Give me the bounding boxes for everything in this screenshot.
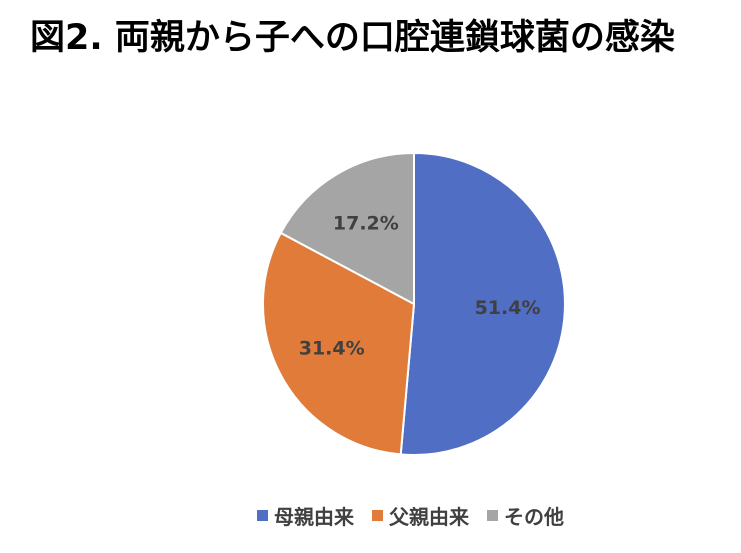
pie-slice-other [279, 151, 415, 306]
data-label-father: 31.4% [299, 338, 365, 360]
chart-title: 図2. 両親から子への口腔連鎖球菌の感染 [30, 18, 675, 58]
legend-label-father: 父親由来 [389, 504, 469, 529]
legend-label-other: その他 [504, 504, 564, 529]
legend-item-mother: 母親由来 [257, 501, 354, 530]
pie-data-labels: 51.4% 31.4% 17.2% [299, 213, 541, 360]
pie-slice-mother [399, 151, 566, 456]
legend-label-mother: 母親由来 [274, 504, 354, 529]
legend-item-father: 父親由来 [372, 501, 469, 530]
chart-legend: 母親由来 父親由来 その他 [0, 500, 741, 530]
legend-item-other: その他 [487, 501, 564, 530]
data-label-other: 17.2% [333, 213, 399, 235]
pie-slice-father [262, 231, 416, 456]
legend-swatch-other [487, 509, 498, 521]
legend-swatch-father [372, 509, 383, 521]
data-label-mother: 51.4% [475, 297, 541, 319]
pie-slices [262, 151, 566, 456]
legend-swatch-mother [257, 509, 268, 521]
